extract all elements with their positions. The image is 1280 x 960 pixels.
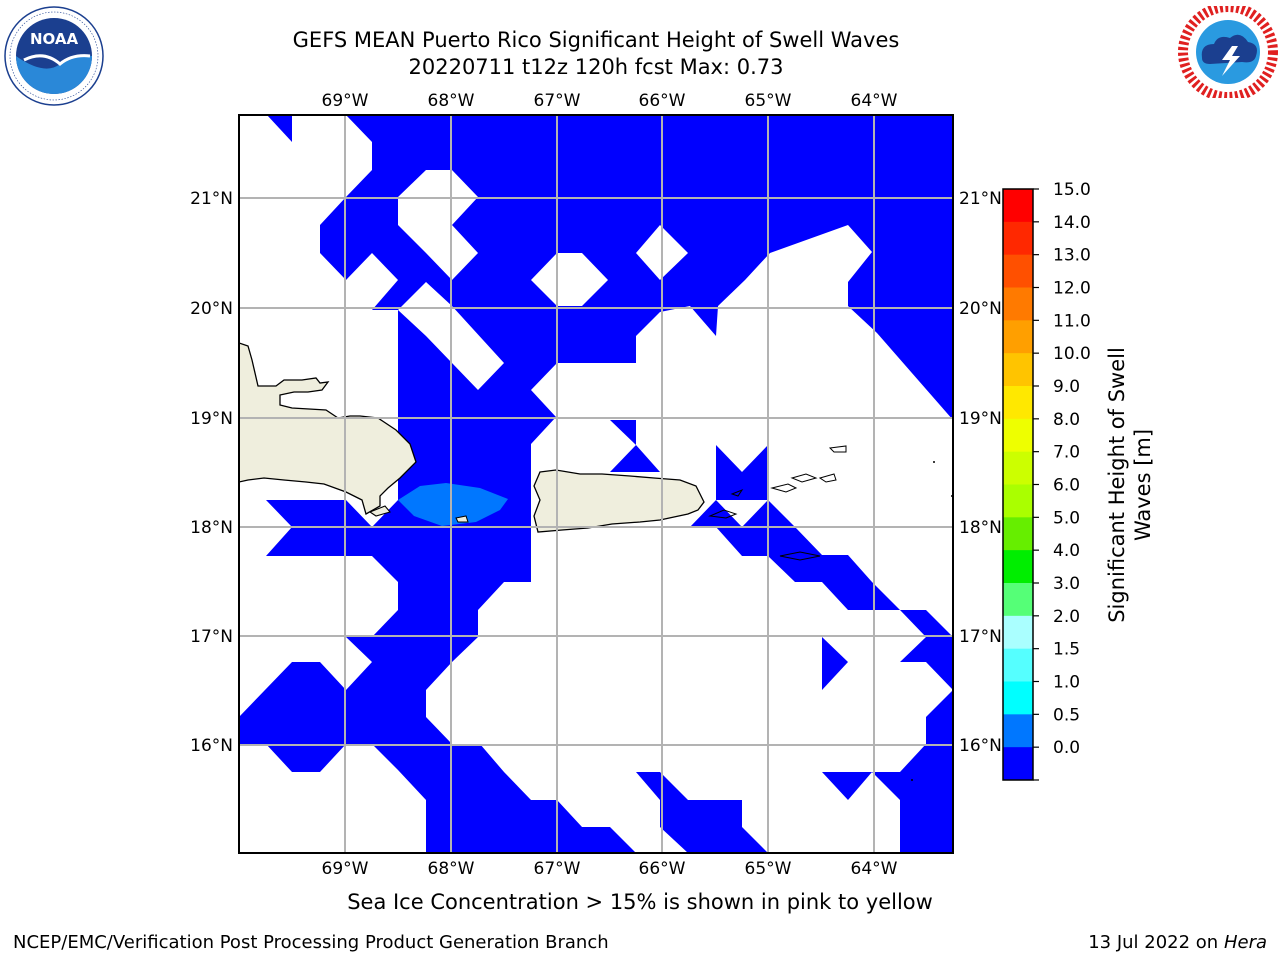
sea-ice-note: Sea Ice Concentration > 15% is shown in … <box>347 890 933 914</box>
lon-tick-bottom: 68°W <box>428 859 475 879</box>
lat-tick-left: 18°N <box>190 518 233 538</box>
lat-tick-left: 21°N <box>190 189 233 209</box>
footer-host: Hera <box>1223 932 1267 953</box>
nws-logo-icon <box>1176 2 1280 102</box>
colorbar-segment <box>1003 747 1033 781</box>
lat-tick-right: 17°N <box>959 627 1002 647</box>
lon-tick-bottom: 65°W <box>745 859 792 879</box>
lon-tick-top: 69°W <box>322 91 369 111</box>
colorbar-tick-label: 2.0 <box>1053 607 1080 627</box>
colorbar-segment <box>1003 615 1033 650</box>
colorbar-segment <box>1003 418 1033 453</box>
lat-tick-right: 21°N <box>959 189 1002 209</box>
lon-tick-bottom: 64°W <box>851 859 898 879</box>
colorbar-tick-label: 15.0 <box>1053 180 1091 200</box>
lat-tick-right: 19°N <box>959 409 1002 429</box>
colorbar-segment <box>1003 550 1033 584</box>
chart-title: GEFS MEAN Puerto Rico Significant Height… <box>292 28 900 52</box>
lat-tick-left: 20°N <box>190 299 233 319</box>
lat-tick-left: 16°N <box>190 736 233 756</box>
lon-tick-top: 64°W <box>851 91 898 111</box>
colorbar-tick-label: 13.0 <box>1053 246 1091 266</box>
lat-tick-left: 19°N <box>190 409 233 429</box>
lon-tick-bottom: 69°W <box>322 859 369 879</box>
lon-tick-top: 67°W <box>534 91 581 111</box>
colorbar-tick-label: 1.0 <box>1053 673 1080 693</box>
colorbar-segment <box>1003 320 1033 354</box>
colorbar-segment <box>1003 648 1033 682</box>
noaa-logo-icon: NOAA <box>4 6 104 110</box>
swell-region-southeast <box>690 500 953 690</box>
colorbar-tick-label: 9.0 <box>1053 377 1080 397</box>
colorbar-segment <box>1003 714 1033 748</box>
colorbar-tick-label: 14.0 <box>1053 213 1091 233</box>
colorbar-label-line2: Waves [m] <box>1131 429 1155 541</box>
chart-subtitle: 20220711 t12z 120h fcst Max: 0.73 <box>408 55 784 79</box>
colorbar-tick-label: 5.0 <box>1053 508 1080 528</box>
colorbar-tick-label: 1.5 <box>1053 640 1080 660</box>
lon-tick-bottom: 67°W <box>534 859 581 879</box>
footer-date-text: 13 Jul 2022 on <box>1088 932 1224 953</box>
colorbar-tick-label: 11.0 <box>1053 311 1091 331</box>
colorbar: 15.0 14.0 13.0 12.0 11.0 10.0 9.0 8.0 7.0 6.0 5.0 4… <box>1002 180 1091 781</box>
lon-tick-bottom: 66°W <box>639 859 686 879</box>
colorbar-tick-label: 12.0 <box>1053 279 1091 299</box>
lon-tick-top: 65°W <box>745 91 792 111</box>
colorbar-segment <box>1003 517 1033 551</box>
colorbar-segment <box>1003 254 1033 288</box>
map-frame <box>238 114 954 854</box>
colorbar-segment <box>1003 189 1033 223</box>
colorbar-label-line1: Significant Height of Swell <box>1105 347 1129 623</box>
colorbar-tick-label: 0.5 <box>1053 705 1080 725</box>
colorbar-segment <box>1003 583 1033 617</box>
swell-region-north <box>267 115 292 142</box>
lon-tick-top: 68°W <box>428 91 475 111</box>
colorbar-tick-label: 6.0 <box>1053 476 1080 496</box>
colorbar-tick-label: 10.0 <box>1053 344 1091 364</box>
colorbar-segment <box>1003 353 1033 387</box>
colorbar-tick-label: 3.0 <box>1053 574 1080 594</box>
lat-tick-left: 17°N <box>190 627 233 647</box>
colorbar-segment <box>1003 451 1033 485</box>
colorbar-tick-label: 7.0 <box>1053 443 1080 463</box>
land-hispaniola <box>239 342 417 515</box>
colorbar-segment <box>1003 681 1033 715</box>
map-graticule <box>239 115 953 853</box>
colorbar-segment <box>1003 484 1033 518</box>
noaa-logo-text: NOAA <box>30 30 79 48</box>
colorbar-segment <box>1003 386 1033 420</box>
colorbar-tick-label: 4.0 <box>1053 541 1080 561</box>
colorbar-segment <box>1003 221 1033 256</box>
colorbar-tick-label: 8.0 <box>1053 410 1080 430</box>
colorbar-segment <box>1003 287 1033 321</box>
lat-tick-right: 16°N <box>959 736 1002 756</box>
lon-tick-top: 66°W <box>639 91 686 111</box>
footer-branch: NCEP/EMC/Verification Post Processing Pr… <box>13 932 609 953</box>
colorbar-tick-label: 0.0 <box>1053 738 1080 758</box>
lat-tick-right: 20°N <box>959 299 1002 319</box>
footer-date: 13 Jul 2022 on Hera <box>1088 932 1267 953</box>
swell-region-0.5m <box>398 483 508 526</box>
lat-tick-right: 18°N <box>959 518 1002 538</box>
